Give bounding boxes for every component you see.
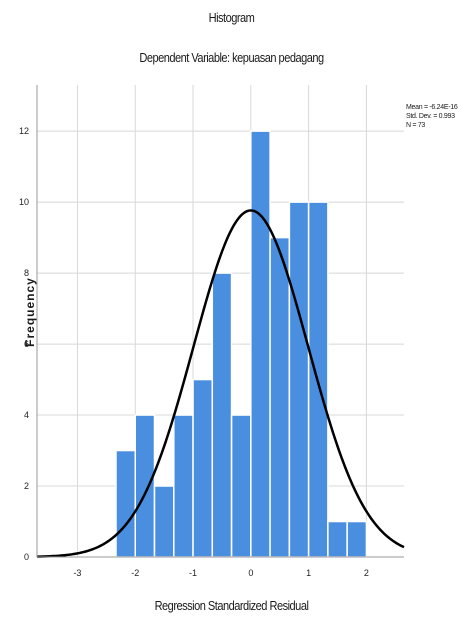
y-tick-label: 2 [24,481,29,491]
histogram-bar [192,378,214,558]
histogram-bar [230,414,252,558]
normal-curve [36,209,405,558]
y-tick-label: 4 [24,410,29,420]
x-tick-label: 1 [306,568,311,578]
y-tick-label: 0 [24,552,29,562]
x-axis-label: Regression Standardized Residual [154,598,309,613]
x-tick-label: -1 [189,568,197,578]
histogram-bar [250,130,271,558]
chart-title: Histogram [208,10,255,25]
y-tick-label: 12 [19,126,29,136]
histogram-bar [153,485,175,558]
histogram-bar [346,520,368,558]
chart-subtitle: Dependent Variable: kepuasan pedagang [139,50,324,65]
stats-n: N = 73 [406,122,426,129]
x-tick-label: -3 [73,568,81,578]
x-tick-label: 0 [248,568,253,578]
histogram-bar [134,414,156,558]
y-tick-label: 8 [24,268,29,278]
stats-mean: Mean = -6.24E-16 [406,104,458,111]
histogram-bar [211,272,233,558]
stats-legend: Mean = -6.24E-16 Std. Dev. = 0.993 N = 7… [406,103,458,130]
stats-std-dev: Std. Dev. = 0.993 [406,113,455,120]
y-tick-label: 10 [19,197,29,207]
y-tick-label: 6 [24,339,29,349]
histogram-bar [327,520,348,558]
histogram-bar [173,414,194,558]
x-tick-label: -2 [131,568,139,578]
x-tick-label: 2 [364,568,369,578]
histogram-bar [115,449,137,558]
histogram-bar [269,236,291,558]
histogram-bar [288,201,310,558]
